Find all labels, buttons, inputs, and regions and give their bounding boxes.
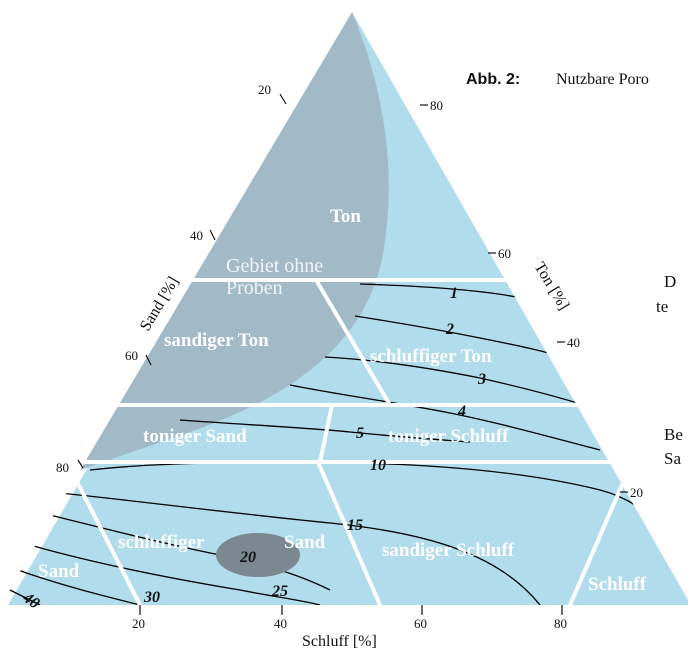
- region-schluffiger-sand-2: Sand: [284, 532, 326, 553]
- tick-marks: [77, 93, 628, 615]
- contour-lines: [9, 283, 688, 605]
- contour-label-4: 4: [457, 403, 466, 420]
- ton-tick-20: 20: [630, 485, 643, 500]
- contour-label-30: 30: [143, 589, 160, 606]
- side-text-3: Be: [664, 425, 683, 444]
- ton-axis-label: Ton [%]: [531, 259, 573, 313]
- region-schluff: Schluff: [588, 574, 647, 595]
- contour-label-20: 20: [239, 549, 256, 566]
- region-sandiger-ton: sandiger Ton: [164, 330, 269, 351]
- contour-label-15: 15: [347, 517, 363, 534]
- ton-tick-60: 60: [498, 246, 511, 261]
- schluff-tick-20: 20: [132, 616, 145, 631]
- contour-label-40: 40: [19, 589, 43, 613]
- region-sand: Sand: [38, 561, 80, 582]
- region-schluffiger-ton: schluffiger Ton: [370, 346, 492, 367]
- region-sandiger-schluff: sandiger Schluff: [382, 540, 515, 561]
- schluff-tick-40: 40: [274, 616, 287, 631]
- contour-label-10: 10: [370, 457, 386, 474]
- side-text-1: D: [664, 272, 676, 291]
- class-boundaries: [68, 278, 688, 605]
- sand-tick-60: 60: [125, 348, 138, 363]
- contour-40: [9, 589, 41, 605]
- region-ton: Ton: [330, 206, 361, 227]
- contour-25: [29, 544, 321, 605]
- figure-caption-text: Nutzbare Poro: [556, 71, 649, 88]
- schluff-tick-80: 80: [554, 616, 567, 631]
- contour-5: [179, 419, 471, 443]
- region-toniger-sand: toniger Sand: [143, 426, 247, 447]
- ton-tick-40: 40: [567, 335, 580, 350]
- contour-label-3: 3: [477, 371, 486, 388]
- contour-15: [59, 492, 541, 605]
- contour-label-2: 2: [445, 321, 454, 338]
- no-samples-label-1: Gebiet ohne: [226, 255, 323, 277]
- side-text-2: te: [656, 297, 668, 316]
- contour-30: [17, 569, 141, 605]
- region-schluffiger-sand-1: schluffiger: [118, 532, 205, 553]
- schluff-axis-label: Schluff [%]: [302, 633, 377, 649]
- sand-tick-20: 20: [258, 82, 271, 97]
- sand-tick-80: 80: [56, 460, 69, 475]
- contour-labels: 1 2 3 4 5 10 15 20 25 30 40: [19, 285, 486, 612]
- sample-marker: [216, 533, 300, 577]
- side-text-4: Sa: [664, 449, 681, 468]
- ton-tick-80: 80: [430, 98, 443, 113]
- schluff-tick-60: 60: [414, 616, 427, 631]
- figure-caption-label: Abb. 2:: [466, 71, 520, 88]
- sand-tick-40: 40: [190, 228, 203, 243]
- contour-label-1: 1: [450, 285, 458, 302]
- no-samples-label-2: Proben: [226, 277, 283, 299]
- contour-label-5: 5: [356, 425, 364, 442]
- region-toniger-schluff: toniger Schluff: [388, 426, 509, 447]
- contour-3: [324, 356, 601, 411]
- contour-4: [289, 384, 601, 451]
- contour-label-25: 25: [271, 583, 288, 600]
